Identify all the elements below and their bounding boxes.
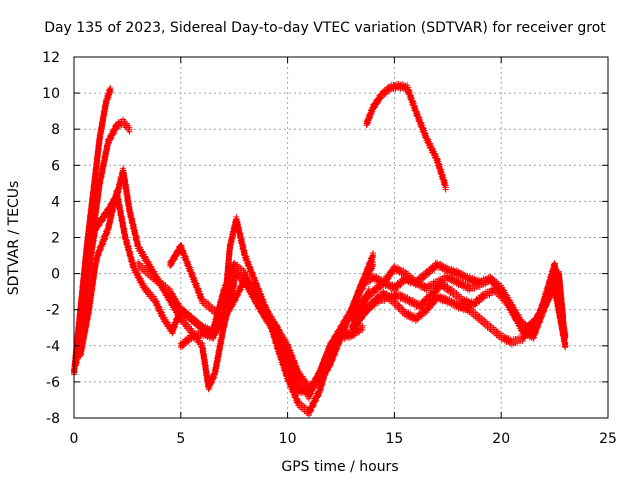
x-tick-label: 15 xyxy=(385,431,403,447)
x-tick-label: 0 xyxy=(70,431,79,447)
chart-title: Day 135 of 2023, Sidereal Day-to-day VTE… xyxy=(44,20,606,36)
y-tick-label: 4 xyxy=(51,194,60,210)
axis-ticks xyxy=(73,56,609,419)
series-arc-7 xyxy=(177,259,376,393)
grid-lines xyxy=(74,57,608,418)
x-tick-label: 20 xyxy=(492,431,510,447)
y-tick-label: 6 xyxy=(51,158,60,174)
y-tick-label: -6 xyxy=(46,375,60,391)
series-arc-3 xyxy=(73,165,238,393)
y-tick-label: -2 xyxy=(46,303,60,319)
y-tick-label: -8 xyxy=(46,411,60,427)
data-marks xyxy=(71,80,569,419)
series-arc-12 xyxy=(348,282,569,351)
data-point-markers xyxy=(135,250,376,397)
y-tick-label: 10 xyxy=(42,86,60,102)
series-arc-8 xyxy=(363,80,449,193)
y-tick-label: -4 xyxy=(46,339,60,355)
data-point-markers xyxy=(73,165,238,393)
x-tick-label: 5 xyxy=(176,431,185,447)
y-axis-label: SDTVAR / TECUs xyxy=(6,181,22,296)
y-tick-label: 8 xyxy=(51,122,60,138)
x-tick-label: 25 xyxy=(599,431,617,447)
y-tick-label: 2 xyxy=(51,231,60,247)
y-tick-label: 12 xyxy=(42,50,60,66)
x-tick-label: 10 xyxy=(279,431,297,447)
data-point-markers xyxy=(177,259,376,393)
y-tick-label: 0 xyxy=(51,267,60,283)
x-axis-label: GPS time / hours xyxy=(281,459,398,475)
series-arc-5 xyxy=(135,250,376,397)
data-point-markers xyxy=(363,80,449,193)
data-point-markers xyxy=(348,282,569,351)
x-tick-labels: 0 5 10 15 20 25 xyxy=(70,431,617,447)
y-tick-labels: -8 -6 -4 -2 0 2 4 6 8 10 12 xyxy=(42,50,60,427)
